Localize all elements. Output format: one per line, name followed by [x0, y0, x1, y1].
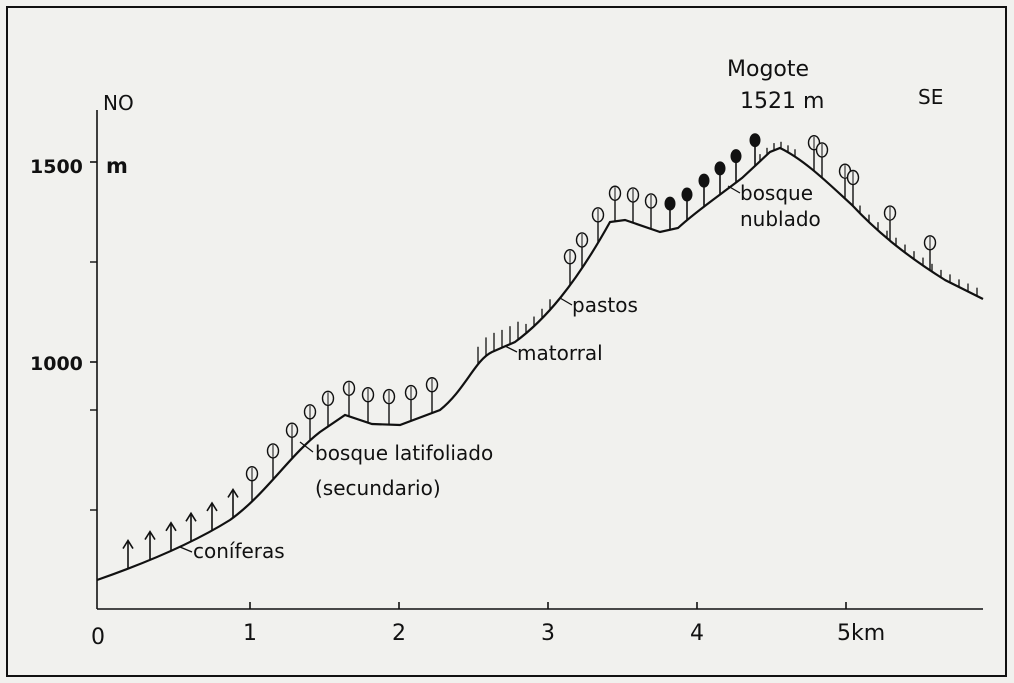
cloud-forest-tree-icon — [698, 173, 710, 188]
conifer-arrowhead-icon — [165, 521, 177, 532]
zone-label-coniferas: coníferas — [193, 539, 285, 563]
x-tick-label-0: 0 — [91, 625, 105, 650]
cloud-forest-tree-icon — [730, 149, 742, 164]
peak-elevation: 1521 m — [740, 89, 824, 114]
direction-northwest: NO — [103, 91, 134, 115]
x-tick-label-5km: 5km — [837, 621, 885, 646]
conifer-arrowhead-icon — [206, 501, 218, 512]
zone-label-bosque-nublado-2: nublado — [740, 207, 821, 231]
frame-border — [6, 6, 1007, 677]
zone-label-matorral: matorral — [517, 341, 603, 365]
y-tick-label-1500: 1500 — [30, 156, 83, 178]
x-tick-label-4: 4 — [690, 621, 704, 646]
cloud-forest-tree-icon — [664, 196, 676, 211]
y-ticks — [90, 161, 97, 511]
zone-label-bosque-nublado-1: bosque — [740, 181, 813, 205]
x-tick-label-2: 2 — [392, 621, 406, 646]
cloud-forest-tree-icon — [749, 133, 761, 148]
cloud-forest-tree-icon — [681, 187, 693, 202]
zone-label-secundario: (secundario) — [315, 476, 441, 500]
zone-leaders — [179, 185, 741, 553]
conifer-arrowhead-icon — [227, 487, 239, 498]
y-tick-label-1000: 1000 — [30, 353, 83, 375]
conifer-arrowhead-icon — [122, 539, 134, 549]
conifer-arrowhead-icon — [144, 530, 156, 541]
cloud-forest-tree-icon — [714, 161, 726, 176]
y-unit-label: m — [106, 154, 128, 178]
zone-label-pastos: pastos — [572, 293, 638, 317]
direction-southeast: SE — [918, 85, 943, 109]
x-tick-label-1: 1 — [243, 621, 257, 646]
terrain-profile-line — [96, 146, 984, 582]
x-tick-label-3: 3 — [541, 621, 555, 646]
zone-label-bosque-latifoliado: bosque latifoliado — [315, 441, 493, 465]
conifer-arrowhead-icon — [185, 511, 197, 522]
x-ticks — [249, 602, 847, 609]
vegetation-symbols — [122, 133, 978, 569]
peak-name: Mogote — [727, 57, 809, 82]
